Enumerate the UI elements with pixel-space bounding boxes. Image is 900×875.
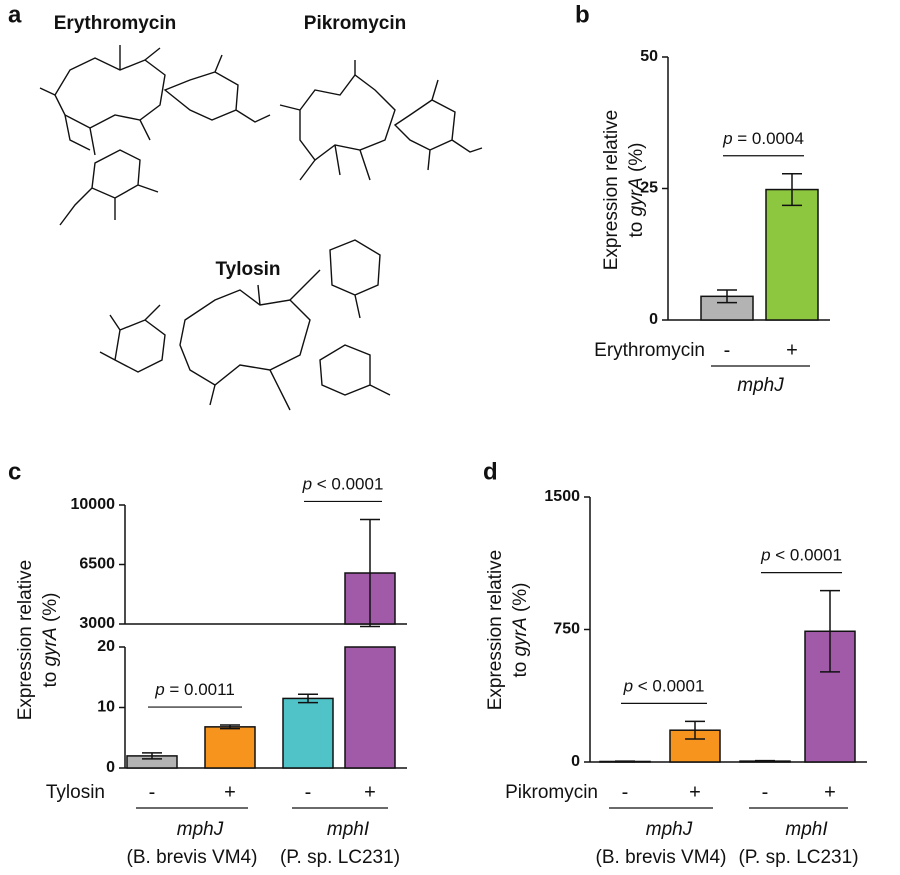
significance-part: < 0.0001: [312, 475, 383, 494]
y-axis-label-part: gyrA: [626, 177, 647, 216]
significance-label: p = 0.0004: [722, 129, 804, 148]
error-bar: [360, 518, 380, 628]
compound-name: Tylosin: [215, 259, 280, 280]
panel-2: d 0 750 1500 Expression relative to gyrA (%) -…: [483, 458, 867, 868]
error-bar: [220, 724, 240, 730]
panel-0: b 0 25 50 Expression relative to gyrA (%) - + Er…: [575, 1, 830, 396]
compound-name: Pikromycin: [304, 13, 406, 34]
error-bar: [615, 760, 635, 763]
significance-part: = 0.0011: [165, 681, 235, 700]
significance-part: p: [623, 677, 633, 696]
significance-part: p: [760, 546, 770, 565]
group-gene: mphI: [327, 819, 370, 840]
group-gene: mphJ: [646, 819, 693, 840]
y-axis-label-part: gyrA: [40, 627, 61, 666]
group-strain: (B. brevis VM4): [596, 847, 727, 868]
x-tick-label: -: [762, 781, 769, 803]
y-axis-label-part: Expression relative: [601, 110, 622, 271]
structure-tylosin: [99, 239, 391, 411]
y-axis-label-part: (%): [510, 582, 531, 617]
group-gene: mphI: [785, 819, 828, 840]
panel-1: c 0 10 20 3000 6500 10000 Expression relative to…: [8, 458, 407, 868]
significance-part: = 0.0004: [733, 129, 804, 148]
error-bar: [755, 759, 775, 763]
x-axis-label: Erythromycin: [594, 340, 705, 361]
y-tick-label: 0: [571, 753, 580, 770]
significance-part: < 0.0001: [633, 677, 704, 696]
x-tick-label: +: [224, 781, 236, 803]
x-tick-label: -: [724, 339, 731, 361]
y-axis-label: Expression relative to gyrA (%): [485, 550, 531, 711]
y-axis-label-part: Expression relative: [15, 560, 36, 721]
error-bar: [142, 752, 162, 760]
x-tick-label: +: [689, 781, 701, 803]
x-tick-label: +: [824, 781, 836, 803]
x-axis-label: Pikromycin: [505, 782, 598, 803]
y-tick-label: 750: [553, 621, 580, 638]
panel-label: b: [575, 1, 590, 28]
panel-label: a: [8, 1, 22, 28]
error-bar: [685, 720, 705, 740]
bar-lower: [344, 646, 396, 769]
error-bar: [782, 173, 802, 207]
y-axis-label-part: to: [40, 666, 61, 687]
bar: [765, 188, 819, 321]
panel-label: c: [8, 458, 21, 485]
y-axis-label-part: gyrA: [510, 617, 531, 656]
significance-part: < 0.0001: [771, 546, 842, 565]
significance-label: p < 0.0001: [760, 546, 842, 565]
group-gene: mphJ: [737, 375, 784, 396]
y-axis-label: Expression relative to gyrA (%): [15, 560, 61, 721]
x-tick-label: +: [786, 339, 798, 361]
y-tick-label: 0: [649, 311, 658, 328]
y-tick-label: 3000: [79, 615, 115, 632]
y-axis-label-part: to: [510, 656, 531, 677]
y-tick-label: 6500: [79, 556, 115, 573]
y-tick-label: 20: [97, 638, 115, 655]
x-tick-label: -: [305, 781, 312, 803]
y-axis-label: Expression relative to gyrA (%): [601, 110, 647, 271]
group-gene: mphJ: [177, 819, 224, 840]
y-tick-label: 0: [106, 759, 115, 776]
error-bar: [717, 289, 737, 304]
bar: [204, 726, 256, 769]
significance-part: p: [722, 129, 732, 148]
error-bar: [820, 589, 840, 673]
group-strain: (P. sp. LC231): [280, 847, 400, 868]
structure-erythromycin: [39, 45, 271, 226]
significance-label: p = 0.0011: [154, 681, 235, 700]
y-tick-label: 10: [97, 699, 115, 716]
compound-name: Erythromycin: [54, 13, 176, 34]
panel-label: d: [483, 458, 498, 485]
y-axis-label-part: to: [626, 216, 647, 237]
significance-label: p < 0.0001: [302, 475, 384, 494]
y-tick-label: 1500: [544, 488, 580, 505]
structure-pikromycin: [279, 60, 483, 181]
significance-part: p: [302, 475, 312, 494]
significance-label: p < 0.0001: [623, 677, 705, 696]
x-axis-label: Tylosin: [46, 782, 105, 803]
error-bar: [298, 693, 318, 704]
y-tick-label: 50: [640, 48, 658, 65]
y-axis-label-part: Expression relative: [485, 550, 506, 711]
y-axis-label-part: (%): [40, 592, 61, 627]
y-tick-label: 10000: [71, 496, 116, 513]
x-tick-label: -: [149, 781, 156, 803]
x-tick-label: -: [622, 781, 629, 803]
group-strain: (B. brevis VM4): [127, 847, 258, 868]
group-strain: (P. sp. LC231): [738, 847, 858, 868]
x-tick-label: +: [364, 781, 376, 803]
y-tick-label: 25: [640, 180, 658, 197]
y-axis-label-part: (%): [626, 142, 647, 177]
significance-part: p: [154, 681, 164, 700]
bar: [282, 697, 334, 769]
